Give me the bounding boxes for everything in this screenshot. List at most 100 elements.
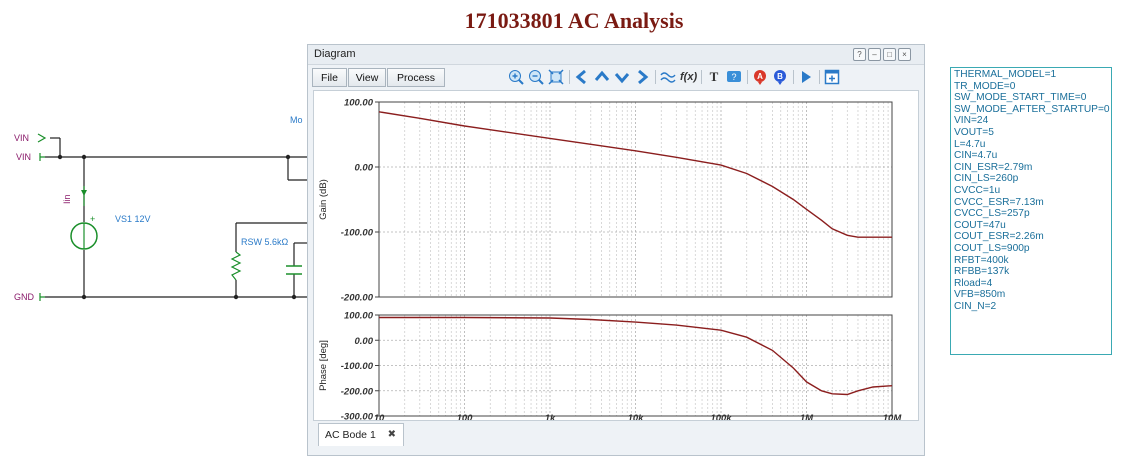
parameter-line: SW_MODE_AFTER_STARTUP=0 xyxy=(954,103,1110,115)
junction-dot xyxy=(233,294,239,300)
parameter-line: COUT=47u xyxy=(954,219,1006,231)
parameter-line: RFBB=137k xyxy=(954,266,1010,278)
menu-file[interactable]: File xyxy=(312,68,347,87)
current-label: Iin xyxy=(62,194,72,204)
annotate-icon[interactable]: ? xyxy=(726,69,742,85)
toolbar-separator xyxy=(793,70,794,84)
parameter-list: THERMAL_MODEL=1 TR_MODE=0 SW_MODE_START_TI… xyxy=(950,67,1112,355)
parameter-line: VOUT=5 xyxy=(954,126,994,138)
parameter-line: SW_MODE_START_TIME=0 xyxy=(954,92,1087,104)
parameter-line: CVCC=1u xyxy=(954,184,1001,196)
parameter-line: CVCC_LS=257p xyxy=(954,208,1030,220)
parameter-line: THERMAL_MODEL=1 xyxy=(954,69,1057,80)
window-titlebar[interactable]: Diagram ? – □ × xyxy=(308,45,924,65)
toolbar-separator xyxy=(701,70,702,84)
vin-port-icon xyxy=(37,133,47,143)
parameter-line: COUT_ESR=2.26m xyxy=(954,231,1044,243)
toolbar-separator xyxy=(655,70,656,84)
maximize-button[interactable]: □ xyxy=(883,48,896,61)
tab-close-icon[interactable]: ✖ xyxy=(387,429,396,440)
x-tick-label: 1k xyxy=(545,413,556,420)
junction-dot xyxy=(285,154,291,160)
zoom-in-icon[interactable] xyxy=(508,69,524,85)
net-label-gnd: GND xyxy=(14,292,35,302)
junction-dot xyxy=(57,154,63,160)
nav-right-icon[interactable] xyxy=(634,69,650,85)
page-title: 171033801 AC Analysis xyxy=(464,8,684,33)
play-icon[interactable] xyxy=(798,69,814,85)
nav-up-icon[interactable] xyxy=(594,69,610,85)
menu-process[interactable]: Process xyxy=(387,68,445,87)
phase-y-tick-label: -100.00 xyxy=(341,361,374,372)
junction-dot xyxy=(81,294,87,300)
net-label-vin: VIN xyxy=(16,152,31,162)
parameter-line: CVCC_ESR=7.13m xyxy=(954,196,1044,208)
marker-b-icon[interactable]: B xyxy=(772,69,788,85)
x-tick-label: 10 xyxy=(374,413,385,420)
circuit-schematic: VIN VIN GND Iin + VS1 12V RSW 5.6kΩ Mo xyxy=(14,115,310,302)
gain-axes-frame xyxy=(378,101,893,298)
function-icon[interactable]: f(x) xyxy=(680,71,698,83)
junction-dot xyxy=(81,154,87,160)
x-tick-label: 100k xyxy=(710,413,732,420)
phase-y-tick-label: 0.00 xyxy=(355,336,374,347)
add-window-icon[interactable] xyxy=(824,69,840,85)
text-icon[interactable]: T xyxy=(709,69,719,84)
gain-y-tick-label: 100.00 xyxy=(344,98,374,109)
resistor-label: RSW 5.6kΩ xyxy=(241,237,289,247)
marker-a-icon[interactable]: A xyxy=(752,69,768,85)
module-label: Mo xyxy=(290,115,303,125)
parameter-line: CIN=4.7u xyxy=(954,150,998,162)
svg-text:?: ? xyxy=(731,72,736,82)
diagram-window[interactable]: Diagram ? – □ × File View Process f(x) T… xyxy=(307,44,925,456)
nav-down-icon[interactable] xyxy=(614,69,630,85)
parameter-line: VFB=850m xyxy=(954,289,1006,301)
toolbar-separator xyxy=(747,70,748,84)
menu-view[interactable]: View xyxy=(348,68,386,87)
net-label-vin-top: VIN xyxy=(14,133,29,143)
svg-text:A: A xyxy=(757,72,763,81)
x-tick-label: 10k xyxy=(628,413,645,420)
nav-left-icon[interactable] xyxy=(574,69,590,85)
phase-y-tick-label: -300.00 xyxy=(341,412,374,421)
svg-text:B: B xyxy=(777,72,783,81)
close-button[interactable]: × xyxy=(898,48,911,61)
fit-icon[interactable] xyxy=(548,69,564,85)
x-tick-label: 10M xyxy=(883,413,903,420)
help-button[interactable]: ? xyxy=(853,48,866,61)
gain-series-line xyxy=(378,111,892,238)
phase-y-tick-label: -200.00 xyxy=(341,386,374,397)
window-title: Diagram xyxy=(314,48,356,60)
toolbar-separator xyxy=(569,70,570,84)
parameter-line: CIN_N=2 xyxy=(954,300,997,312)
zoom-out-icon[interactable] xyxy=(528,69,544,85)
plot-area[interactable]: 100.00 0.00 -100.00 -200.00 Gain (dB) 100.00 0… xyxy=(313,90,919,425)
gain-y-tick-label: -100.00 xyxy=(341,228,374,239)
parameter-line: RFBT=400k xyxy=(954,254,1009,266)
x-tick-label: 100 xyxy=(457,413,474,420)
phase-y-axis-label: Phase [deg] xyxy=(318,340,329,391)
plus-sign: + xyxy=(90,214,95,224)
parameter-line: CIN_ESR=2.79m xyxy=(954,161,1033,173)
phase-series-line xyxy=(379,316,893,396)
vin-port-2-icon xyxy=(39,153,45,161)
waveform-icon[interactable] xyxy=(660,69,676,85)
parameter-line: VIN=24 xyxy=(954,115,989,127)
parameter-line: Rload=4 xyxy=(954,277,993,289)
parameter-line: COUT_LS=900p xyxy=(954,242,1030,254)
gain-y-axis-label: Gain (dB) xyxy=(318,179,329,220)
phase-y-tick-label: 100.00 xyxy=(344,311,374,322)
resistor-icon xyxy=(230,251,242,281)
bode-plot[interactable]: 100.00 0.00 -100.00 -200.00 Gain (dB) 100.00 0… xyxy=(314,91,918,425)
toolbar-separator xyxy=(819,70,820,84)
gnd-port-icon xyxy=(39,293,45,301)
parameter-line: L=4.7u xyxy=(954,138,986,150)
source-label: VS1 12V xyxy=(115,214,151,224)
minimize-button[interactable]: – xyxy=(868,48,881,61)
x-tick-label: 1M xyxy=(800,413,814,420)
junction-dot xyxy=(291,294,297,300)
gain-y-tick-label: 0.00 xyxy=(355,163,374,174)
tab-label: AC Bode 1 xyxy=(325,429,376,441)
tab-ac-bode-1[interactable]: AC Bode 1 ✖ xyxy=(318,423,404,446)
parameter-line: CIN_LS=260p xyxy=(954,173,1019,185)
